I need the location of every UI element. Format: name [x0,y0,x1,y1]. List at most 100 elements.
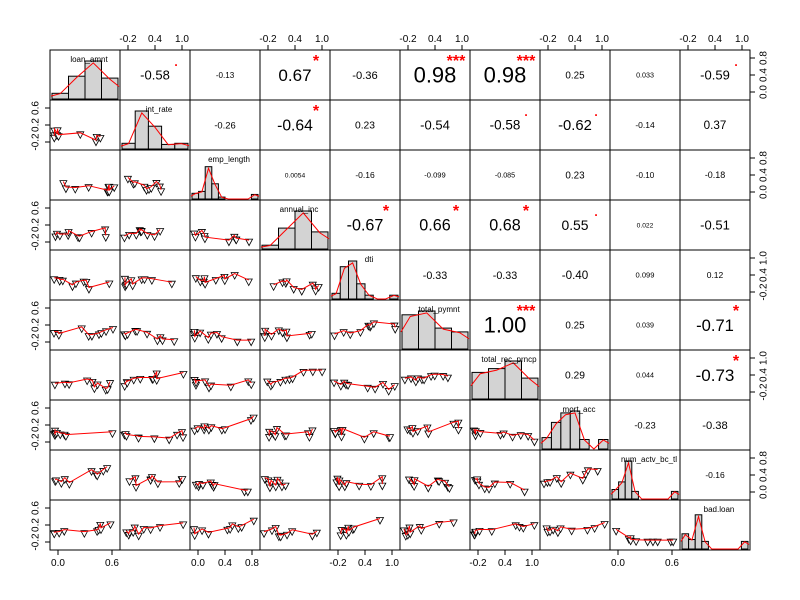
density-curve [610,461,680,500]
tick-label: 0.4 [759,468,770,482]
scatter-point [557,480,566,489]
correlation-value: -0.38 [702,420,728,432]
scatter-point [204,530,213,539]
smoother-line [273,279,320,291]
tick-label: 0.6 [31,101,42,115]
scatter-point [519,525,528,533]
tick-label: 0.6 [665,558,679,569]
tick-label: 0.0 [611,558,625,569]
correlation-value: -0.58 [490,118,521,133]
smoother-line [263,525,318,536]
correlation-value: -0.18 [705,170,725,180]
panel-border [49,249,121,301]
histogram-bar [278,227,296,250]
tick-label: 0.0 [759,185,770,199]
histogram-bar [134,110,149,150]
histogram-bar [84,60,102,100]
scatter-point [267,333,276,341]
correlation-value: 0.23 [565,170,585,181]
correlation-value: -0.62 [558,118,592,134]
tick-label: 0.0 [191,558,205,569]
histogram-bar [740,540,749,550]
histogram-bar [579,439,590,450]
scatter-point [269,283,278,292]
tick-label: 0.8 [759,151,770,165]
smoother-line [54,466,108,484]
scatter-point [567,527,576,536]
tick-label: 0.2 [31,518,42,532]
correlation-value: -0.67 [347,217,384,235]
significance-stars: * [313,53,320,70]
smoother-line [194,415,254,430]
histogram-bar [611,489,620,500]
tick-label: 0.6 [31,401,42,415]
tick-label: -0.2 [679,34,697,45]
correlation-value: -0.59 [700,68,730,83]
correlation-value: 0.044 [636,372,654,380]
scatter-point [247,381,256,390]
scatter-point [259,530,269,539]
density-curve [50,62,120,97]
scatter-point [93,472,102,481]
smoother-line [124,370,184,385]
tick-label: 0.2 [31,118,42,132]
scatter-point [64,381,74,390]
scatter-point [155,183,164,192]
scatter-point [108,326,118,334]
panel-border [49,449,121,501]
significance-stars: . [174,55,177,69]
tick-label: -0.2 [329,558,347,569]
scatter-point [424,484,433,493]
scatter-point [110,184,119,193]
smoother-line [194,378,252,388]
significance-stars: * [733,303,740,320]
tick-label: 0.6 [105,558,119,569]
significance-stars: . [734,55,737,69]
panel-border [119,399,191,451]
significance-stars: . [594,205,597,219]
panel-border [399,449,471,501]
histogram-bar [401,314,419,350]
smoother-line [407,420,459,433]
correlation-value: -0.10 [636,171,655,180]
scatter-point [87,333,97,341]
tick-label: 0.6 [31,501,42,515]
variable-label: loan_amnt [70,55,108,64]
tick-label: 0.4 [759,368,770,382]
tick-label: 1.0 [175,34,189,45]
smoother-line [340,518,381,534]
scatter-point [346,331,355,340]
smoother-line [333,427,391,438]
scatter-point [583,527,592,535]
smoother-line [615,528,674,541]
scatter-point [134,435,143,443]
scatter-point [653,538,662,547]
scatter-point [61,433,71,441]
tick-label: 0.0 [51,558,65,569]
histogram-bar [688,539,696,550]
scatter-point [331,430,340,438]
tick-label: 0.4 [148,34,162,45]
smoother-line [473,523,535,535]
histogram-bar [331,292,341,300]
tick-label: 0.8 [759,451,770,465]
histogram-bar [631,490,639,500]
scatter-point [487,528,496,537]
tick-label: 0.8 [245,558,259,569]
scatter-point [600,521,609,529]
scatter-point [75,234,84,243]
histogram-bar [521,377,539,400]
scatter-point [375,517,385,525]
correlation-value: -0.23 [634,419,655,430]
tick-label: 0.4 [759,168,770,182]
smoother-line [127,176,162,190]
histogram-bar [348,260,358,300]
histogram-bar [541,437,552,450]
panel-border [469,449,541,501]
tick-label: -0.2 [31,533,42,551]
smoother-line [54,277,110,289]
panel-border [329,499,401,551]
scatter-point [244,238,254,247]
significance-stars: . [524,105,527,119]
panel-border [259,499,331,551]
